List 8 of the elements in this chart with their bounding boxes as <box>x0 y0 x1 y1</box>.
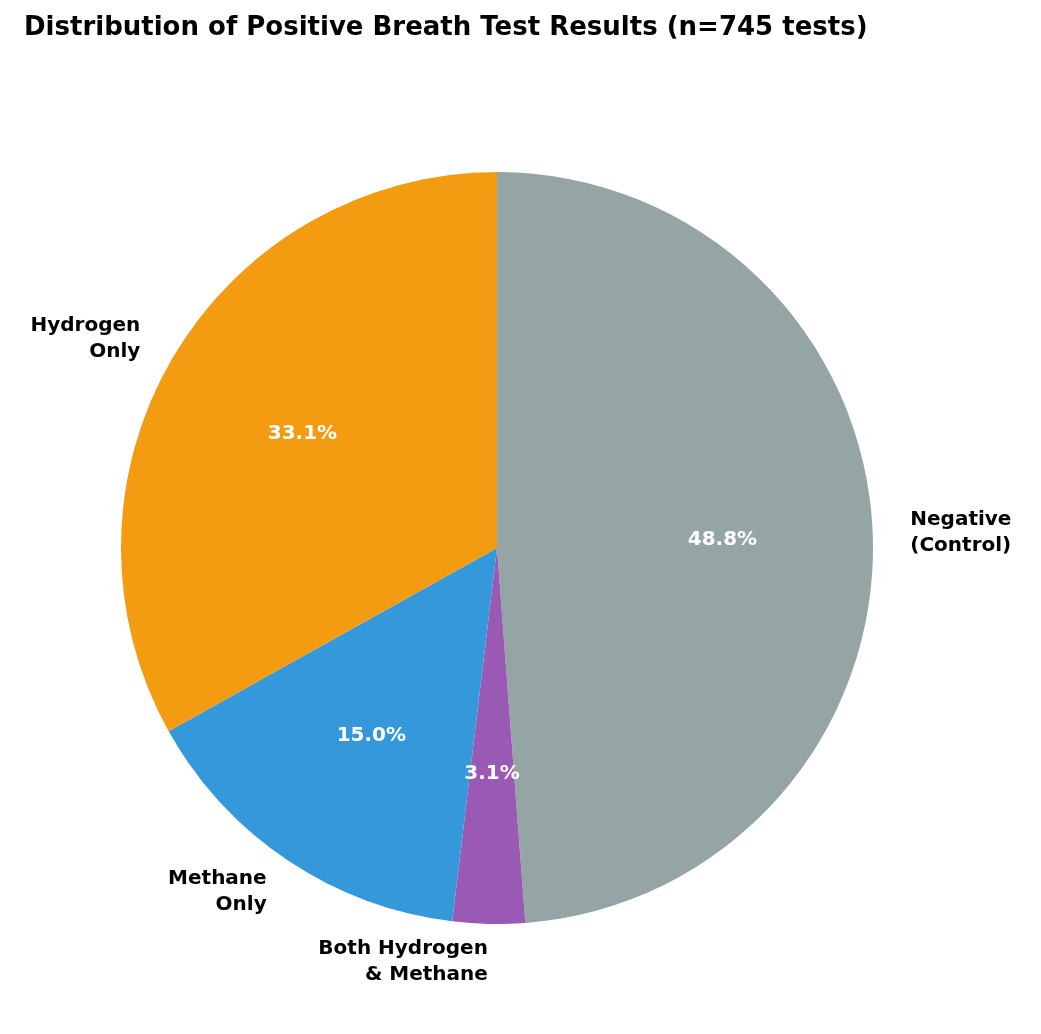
data-label: 33.1% <box>267 419 338 444</box>
slice-label: Both Hydrogen & Methane <box>318 934 488 985</box>
slice-label: Hydrogen Only <box>30 311 141 362</box>
data-label: 15.0% <box>336 721 407 746</box>
slice-label: Negative (Control) <box>910 505 1012 556</box>
slice-label: Methane Only <box>168 864 267 915</box>
data-label: 48.8% <box>687 525 758 550</box>
chart-title: Distribution of Positive Breath Test Results (n=745 tests) <box>24 10 868 41</box>
